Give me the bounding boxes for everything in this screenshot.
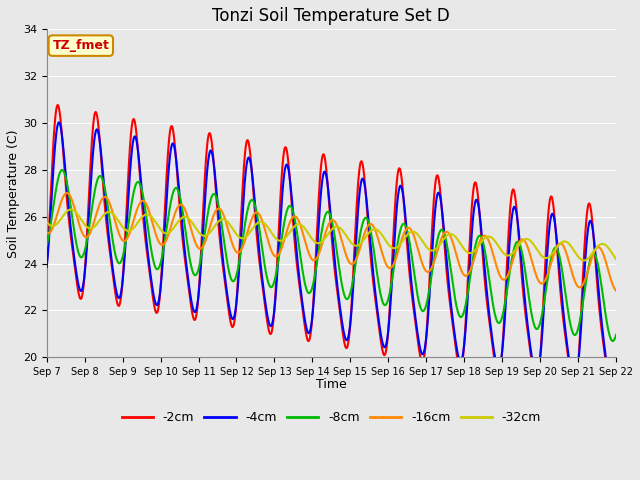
-2cm: [285, 163, 292, 168]
-2cm: [111, 283, 118, 288]
-32cm: [580, 258, 588, 264]
-32cm: [87, 226, 95, 231]
Y-axis label: Soil Temperature (C): Soil Temperature (C): [7, 129, 20, 258]
Line: -32cm: -32cm: [47, 209, 616, 261]
-8cm: [87, 211, 95, 216]
Line: -16cm: -16cm: [47, 193, 616, 290]
-4cm: [111, 277, 118, 283]
-16cm: [612, 288, 620, 293]
-8cm: [285, 204, 292, 210]
-16cm: [87, 228, 95, 233]
Legend: -2cm, -4cm, -8cm, -16cm, -32cm: -2cm, -4cm, -8cm, -16cm, -32cm: [116, 406, 546, 429]
-4cm: [285, 168, 292, 173]
-2cm: [612, 369, 620, 375]
-16cm: [43, 230, 51, 236]
-32cm: [307, 234, 314, 240]
-4cm: [612, 370, 620, 375]
Line: -4cm: -4cm: [47, 122, 616, 389]
-32cm: [285, 231, 292, 237]
-32cm: [111, 212, 118, 218]
-32cm: [43, 219, 51, 225]
-2cm: [296, 290, 304, 296]
-8cm: [307, 289, 314, 295]
-2cm: [307, 330, 314, 336]
-32cm: [612, 256, 620, 262]
-8cm: [612, 332, 620, 338]
-2cm: [87, 151, 95, 156]
-32cm: [296, 222, 304, 228]
-8cm: [58, 167, 66, 173]
-4cm: [609, 386, 616, 392]
-4cm: [307, 325, 314, 331]
-2cm: [54, 102, 61, 108]
Line: -2cm: -2cm: [47, 105, 616, 397]
-2cm: [609, 395, 616, 400]
-16cm: [367, 221, 375, 227]
-4cm: [296, 285, 304, 290]
-32cm: [67, 206, 75, 212]
Text: TZ_fmet: TZ_fmet: [52, 39, 109, 52]
-16cm: [307, 254, 314, 260]
-16cm: [285, 223, 292, 228]
-8cm: [296, 253, 304, 259]
-4cm: [55, 120, 63, 125]
-16cm: [111, 216, 118, 221]
-4cm: [87, 176, 95, 182]
-8cm: [111, 247, 118, 252]
-8cm: [43, 242, 51, 248]
-16cm: [63, 190, 70, 196]
Title: Tonzi Soil Temperature Set D: Tonzi Soil Temperature Set D: [212, 7, 451, 25]
-32cm: [367, 228, 375, 234]
-4cm: [367, 247, 375, 253]
-16cm: [296, 222, 304, 228]
-8cm: [367, 230, 375, 236]
Line: -8cm: -8cm: [47, 170, 616, 341]
-8cm: [609, 338, 616, 344]
X-axis label: Time: Time: [316, 378, 347, 392]
-2cm: [43, 264, 51, 269]
-4cm: [43, 264, 51, 270]
-2cm: [367, 258, 375, 264]
